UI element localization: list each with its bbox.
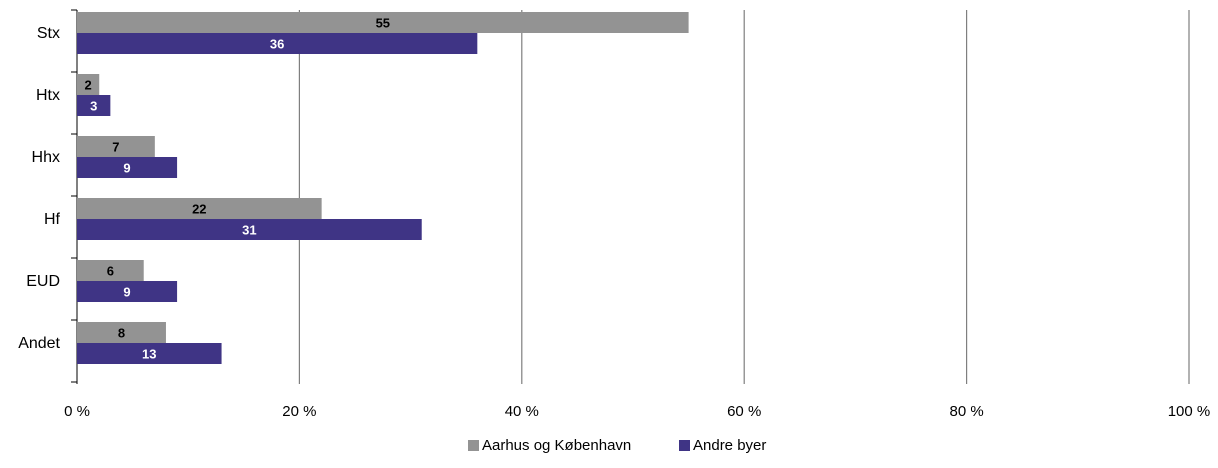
category-label-hhx: Hhx — [32, 149, 60, 166]
category-label-andet: Andet — [18, 335, 60, 352]
bar-htx-series-1 — [77, 74, 100, 95]
x-tick-label-20: 20 % — [282, 403, 316, 420]
category-label-htx: Htx — [36, 87, 60, 104]
bar-hf-series-2 — [77, 219, 422, 240]
data-label-htx-series-1: 2 — [85, 78, 92, 93]
data-label-hhx-series-1: 7 — [112, 140, 119, 155]
data-label-andet-series-2: 13 — [142, 347, 156, 362]
category-labels: Stx Htx Hhx Hf EUD Andet — [18, 25, 60, 352]
x-tick-label-40: 40 % — [505, 403, 539, 420]
legend-label-series-2: Andre byer — [693, 437, 766, 454]
x-tick-label-0: 0 % — [64, 403, 90, 420]
gridlines — [71, 9, 1190, 384]
x-tick-label-100: 100 % — [1168, 403, 1211, 420]
data-label-eud-series-2: 9 — [123, 285, 130, 300]
x-tick-label-80: 80 % — [949, 403, 983, 420]
bar-hhx-series-2 — [77, 157, 178, 178]
bar-eud-series-2 — [77, 281, 178, 302]
bar-stx-series-2 — [77, 33, 478, 54]
data-label-hhx-series-2: 9 — [123, 161, 130, 176]
data-label-htx-series-2: 3 — [90, 99, 97, 114]
legend-label-series-1: Aarhus og København — [482, 437, 631, 454]
bar-htx-series-2 — [77, 95, 111, 116]
bar-hhx-series-1 — [77, 136, 155, 157]
legend-swatch-series-1 — [468, 440, 479, 451]
legend-swatch-series-2 — [679, 440, 690, 451]
category-label-eud: EUD — [26, 273, 60, 290]
data-label-stx-series-1: 55 — [376, 16, 390, 31]
data-label-eud-series-1: 6 — [107, 264, 114, 279]
x-tick-labels: 0 % 20 % 40 % 60 % 80 % 100 % — [64, 403, 1210, 420]
legend: Aarhus og København Andre byer — [468, 437, 766, 454]
bar-eud-series-1 — [77, 260, 144, 281]
bar-stx-series-1 — [77, 12, 689, 33]
data-label-hf-series-2: 31 — [242, 223, 256, 238]
category-label-stx: Stx — [37, 25, 60, 42]
bar-andet-series-1 — [77, 322, 166, 343]
data-label-andet-series-1: 8 — [118, 326, 125, 341]
data-label-stx-series-2: 36 — [270, 37, 284, 52]
data-label-hf-series-1: 22 — [192, 202, 206, 217]
x-tick-label-60: 60 % — [727, 403, 761, 420]
bar-andet-series-2 — [77, 343, 222, 364]
bar-hf-series-1 — [77, 198, 322, 219]
category-label-hf: Hf — [44, 211, 61, 228]
